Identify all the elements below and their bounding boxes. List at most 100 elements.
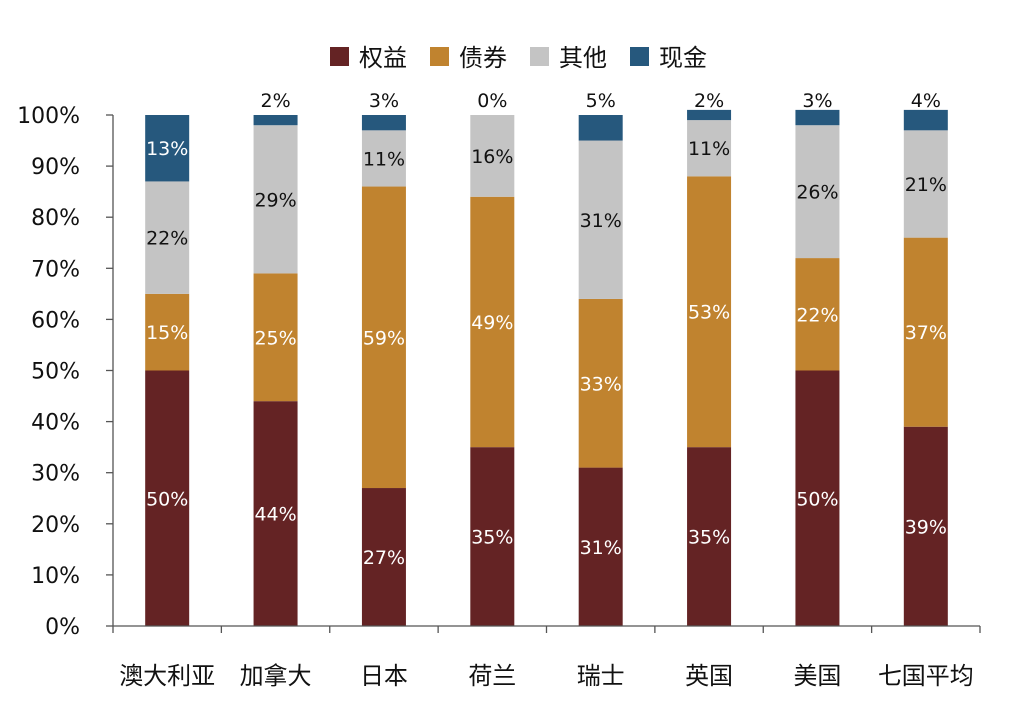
y-tick-label: 20%: [31, 513, 80, 538]
data-label: 21%: [905, 174, 947, 196]
bar-segment: [145, 370, 190, 626]
legend-item-2: 债券: [430, 44, 507, 72]
bar-segment: [253, 115, 298, 126]
bar-segment: [578, 140, 623, 299]
bar-segment: [687, 447, 732, 626]
bar-segment: [361, 115, 406, 131]
y-tick-label: 100%: [17, 104, 80, 129]
bar-stack: 44% 25% 29% 2%: [253, 90, 298, 626]
legend-item-4: 现金: [630, 44, 707, 72]
data-label: 26%: [796, 182, 838, 204]
x-category-label: 澳大利亚: [119, 662, 215, 690]
bar-segment: [903, 109, 948, 131]
bar-segment: [903, 237, 948, 427]
data-label: 13%: [146, 138, 188, 160]
data-label: 33%: [580, 373, 622, 395]
y-axis: 0% 10% 20% 30% 40% 50% 60% 70% 80% 90% 100%: [17, 104, 114, 640]
legend-label: 其他: [559, 44, 607, 72]
data-label: 37%: [905, 322, 947, 344]
bar-stack: 31% 33% 31% 5%: [578, 90, 623, 626]
data-label: 53%: [688, 302, 730, 324]
bar-segment: [578, 467, 623, 626]
bar-stack: 27% 59% 11% 3%: [361, 90, 406, 626]
bar-segment: [253, 125, 298, 274]
y-tick-label: 60%: [31, 308, 80, 333]
legend-label: 债券: [459, 44, 507, 72]
data-label: 16%: [471, 146, 513, 168]
bar-segment: [145, 115, 190, 182]
x-category-label: 加拿大: [240, 662, 312, 690]
legend-label: 权益: [359, 44, 407, 72]
legend-swatch: [430, 47, 449, 66]
data-label: 44%: [254, 504, 296, 526]
data-label: 22%: [146, 228, 188, 250]
data-label: 50%: [796, 488, 838, 510]
data-label: 2%: [694, 90, 724, 112]
data-label: 29%: [254, 189, 296, 211]
bar-segment: [795, 125, 840, 259]
x-category-label: 瑞士: [577, 662, 625, 690]
x-category-label: 美国: [793, 662, 841, 690]
data-label: 25%: [254, 327, 296, 349]
bar-segment: [470, 115, 515, 197]
legend-swatch: [530, 47, 549, 66]
bar-segment: [578, 115, 623, 141]
data-label: 31%: [580, 537, 622, 559]
legend-item-1: 权益: [330, 44, 407, 72]
data-label: 31%: [580, 210, 622, 232]
bar-segment: [145, 293, 190, 371]
bar-segment: [903, 130, 948, 238]
legend: 权益 债券 其他 现金: [330, 44, 707, 72]
bar-stack: 35% 49% 16% 0%: [470, 90, 515, 626]
y-tick-label: 90%: [31, 155, 80, 180]
data-label: 59%: [363, 327, 405, 349]
y-tick-label: 30%: [31, 462, 80, 487]
data-label: 11%: [688, 138, 730, 160]
data-label: 22%: [796, 304, 838, 326]
data-label: 39%: [905, 516, 947, 538]
data-label: 5%: [586, 90, 616, 112]
bar-segment: [795, 258, 840, 371]
bar-segment: [253, 401, 298, 626]
legend-label: 现金: [659, 44, 707, 72]
bar-segment: [687, 176, 732, 448]
data-label: 50%: [146, 488, 188, 510]
bar-stack: 50% 15% 22% 13%: [145, 115, 190, 626]
bar-segment: [795, 109, 840, 126]
data-label: 2%: [260, 90, 290, 112]
x-axis: 澳大利亚 加拿大 日本 荷兰 瑞士 英国 美国 七国平均: [112, 625, 981, 690]
data-label: 49%: [471, 312, 513, 334]
bar-stack: 39% 37% 21% 4%: [903, 90, 948, 626]
bar-segment: [361, 130, 406, 187]
x-category-label: 七国平均: [878, 662, 974, 690]
data-label: 4%: [911, 90, 941, 112]
bar-stack: 50% 22% 26% 3%: [795, 90, 840, 626]
y-tick-label: 80%: [31, 206, 80, 231]
bar-segment: [361, 186, 406, 489]
data-label: 3%: [369, 90, 399, 112]
bar-segment: [145, 181, 190, 294]
y-tick-label: 0%: [45, 615, 80, 640]
bar-segment: [470, 196, 515, 448]
bar-segment: [578, 298, 623, 468]
bar-segment: [903, 426, 948, 626]
data-label: 3%: [802, 90, 832, 112]
x-category-label: 日本: [360, 662, 408, 690]
y-tick-label: 70%: [31, 257, 80, 282]
data-label: 0%: [477, 90, 507, 112]
bar-segment: [795, 370, 840, 626]
data-label: 35%: [471, 527, 513, 549]
bar-segment: [361, 488, 406, 626]
bar-segment: [687, 109, 732, 121]
legend-item-3: 其他: [530, 44, 607, 72]
x-category-label: 荷兰: [468, 662, 516, 690]
data-label: 15%: [146, 322, 188, 344]
y-tick-label: 40%: [31, 411, 80, 436]
data-label: 27%: [363, 547, 405, 569]
bar-segment: [687, 120, 732, 177]
data-label: 11%: [363, 148, 405, 170]
data-label: 35%: [688, 527, 730, 549]
y-tick-label: 50%: [31, 360, 80, 385]
